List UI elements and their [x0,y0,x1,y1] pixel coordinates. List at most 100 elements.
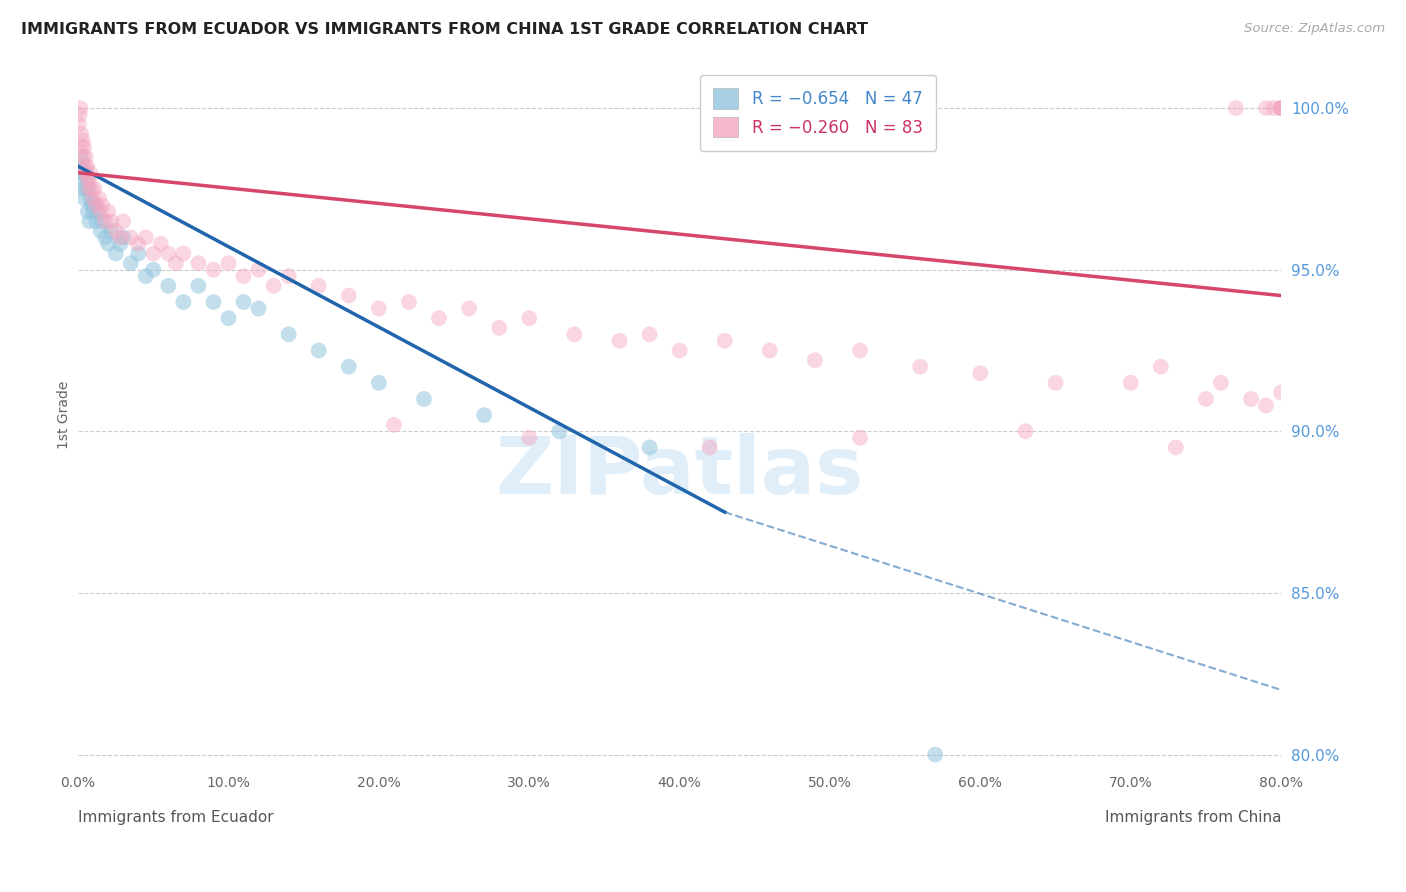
Point [1195,392,1218,406]
Point [1270,101,1292,115]
Point [72,133,94,147]
Point [72,159,94,173]
Point [247,262,270,277]
Point [110,230,132,244]
Point [458,301,481,316]
Point [77,172,100,186]
Point [112,214,135,228]
Point [1045,376,1067,390]
Point [172,295,194,310]
Point [924,747,946,762]
Point [202,262,225,277]
Point [94,230,117,244]
Point [70,140,93,154]
Point [232,295,254,310]
Point [86,204,108,219]
Point [70,172,93,186]
Point [72,150,94,164]
Point [142,246,165,260]
Point [1164,441,1187,455]
Point [83,182,105,196]
Point [1014,425,1036,439]
Point [1254,399,1277,413]
Point [1263,101,1285,115]
Text: Source: ZipAtlas.com: Source: ZipAtlas.com [1244,22,1385,36]
Point [73,166,96,180]
Y-axis label: 1st Grade: 1st Grade [58,381,72,450]
Point [112,230,135,244]
Point [90,224,112,238]
Point [97,204,120,219]
Point [70,127,93,141]
Point [308,278,330,293]
Point [398,295,420,310]
Point [135,230,157,244]
Point [232,269,254,284]
Point [100,214,122,228]
Point [1270,101,1292,115]
Point [1270,101,1292,115]
Legend: R = −0.654   N = 47, R = −0.260   N = 83: R = −0.654 N = 47, R = −0.260 N = 83 [700,75,936,151]
Point [77,182,100,196]
Point [548,425,571,439]
Point [308,343,330,358]
Point [69,107,91,121]
Point [609,334,631,348]
Point [277,327,299,342]
Point [517,311,540,326]
Point [1270,385,1292,400]
Point [104,246,127,260]
Point [120,256,142,270]
Point [120,230,142,244]
Point [84,198,107,212]
Point [1254,101,1277,115]
Point [80,182,103,196]
Point [202,295,225,310]
Point [73,159,96,173]
Point [76,159,98,173]
Point [488,321,510,335]
Point [69,150,91,164]
Point [76,172,98,186]
Point [218,256,240,270]
Point [382,417,405,432]
Point [82,204,104,219]
Point [638,441,661,455]
Point [699,441,721,455]
Point [1240,392,1263,406]
Point [668,343,690,358]
Point [713,334,735,348]
Point [367,376,389,390]
Point [337,288,360,302]
Point [263,278,285,293]
Point [72,182,94,196]
Point [517,431,540,445]
Point [157,278,180,293]
Point [562,327,585,342]
Point [759,343,782,358]
Point [75,182,97,196]
Point [80,198,103,212]
Point [91,198,114,212]
Point [187,278,209,293]
Point [94,214,117,228]
Text: ZIPatlas: ZIPatlas [495,433,863,511]
Point [849,431,872,445]
Point [70,166,93,180]
Point [77,204,100,219]
Point [172,246,194,260]
Point [97,236,120,251]
Point [638,327,661,342]
Point [82,192,104,206]
Point [84,214,107,228]
Point [127,236,149,251]
Point [908,359,931,374]
Point [413,392,436,406]
Point [83,198,105,212]
Point [849,343,872,358]
Point [75,150,97,164]
Point [69,159,91,173]
Point [67,117,90,131]
Point [127,246,149,260]
Point [75,166,97,180]
